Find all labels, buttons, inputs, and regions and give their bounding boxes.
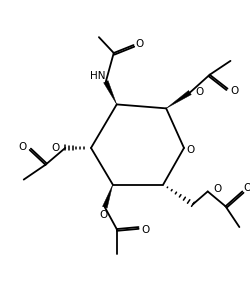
Text: O: O [141,225,149,235]
Text: HN: HN [90,71,105,81]
Text: O: O [195,87,203,97]
Text: O: O [51,143,59,153]
Text: O: O [230,85,237,95]
Text: O: O [135,39,143,49]
Polygon shape [103,81,116,105]
Text: O: O [242,183,250,193]
Polygon shape [102,185,112,208]
Text: O: O [18,142,27,152]
Text: O: O [99,210,108,220]
Polygon shape [166,91,190,108]
Text: O: O [213,185,221,195]
Text: O: O [186,145,194,155]
